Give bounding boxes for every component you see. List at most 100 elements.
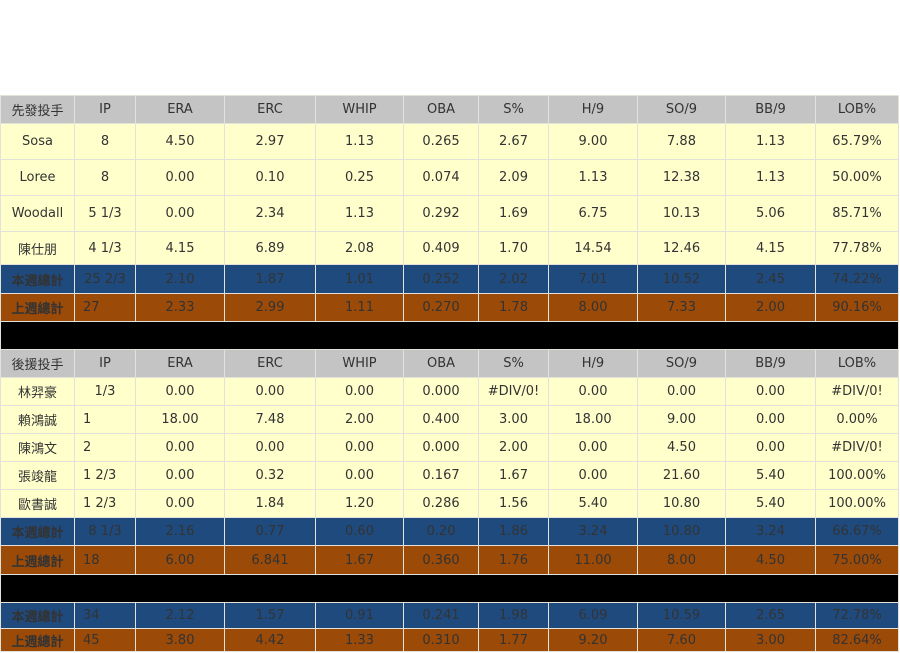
stat-cell-ip: 1 2/3 (74, 461, 136, 490)
stat-cell-oba: 0.286 (403, 489, 479, 518)
row-label: 上週總計 (0, 293, 75, 322)
stat-cell-whip: 1.33 (315, 628, 404, 652)
stat-cell-erc: 4.42 (224, 628, 316, 652)
row-label: 林羿豪 (0, 377, 75, 406)
stat-cell-s: 2.00 (478, 433, 549, 462)
relievers-header-row: 後援投手 IP ERA ERC WHIP OBA S% H/9 SO/9 BB/9 LOB% (0, 349, 899, 378)
stat-cell-era: 0.00 (135, 195, 225, 232)
stat-cell-bb9: 1.13 (725, 159, 816, 196)
stat-cell-lob: 50.00% (815, 159, 899, 196)
stat-cell-ip: 1/3 (74, 377, 136, 406)
stat-cell-h9: 0.00 (548, 433, 638, 462)
stat-cell-so9: 7.60 (637, 628, 726, 652)
stat-cell-ip: 8 1/3 (74, 517, 136, 546)
stat-cell-era: 6.00 (135, 545, 225, 575)
stat-cell-lob: 100.00% (815, 489, 899, 518)
stat-cell-so9: 10.80 (637, 517, 726, 546)
stat-cell-era: 0.00 (135, 377, 225, 406)
stat-cell-erc: 0.00 (224, 377, 316, 406)
stat-cell-ip: 4 1/3 (74, 231, 136, 265)
stat-cell-whip: 0.00 (315, 377, 404, 406)
stat-cell-s: 1.70 (478, 231, 549, 265)
stat-cell-whip: 1.11 (315, 293, 404, 322)
stat-cell-so9: 10.52 (637, 264, 726, 294)
stat-cell-era: 4.15 (135, 231, 225, 265)
stat-cell-era: 4.50 (135, 123, 225, 160)
starter-row: Sosa 8 4.50 2.97 1.13 0.265 2.67 9.00 7.88 1.13 65… (0, 123, 899, 160)
stat-cell-oba: 0.292 (403, 195, 479, 232)
stat-cell-bb9: 4.15 (725, 231, 816, 265)
stat-cell-s: 2.02 (478, 264, 549, 294)
stat-cell-erc: 1.57 (224, 602, 316, 629)
stat-cell-so9: 7.88 (637, 123, 726, 160)
stat-cell-h9: 6.75 (548, 195, 638, 232)
column-header-erc: ERC (224, 349, 316, 378)
stat-cell-h9: 9.00 (548, 123, 638, 160)
column-header-s: S% (478, 349, 549, 378)
stat-cell-so9: 10.80 (637, 489, 726, 518)
separator (0, 321, 899, 350)
starter-row: Loree 8 0.00 0.10 0.25 0.074 2.09 1.13 12.38 1.13… (0, 159, 899, 196)
stat-cell-erc: 1.87 (224, 264, 316, 294)
stat-cell-h9: 11.00 (548, 545, 638, 575)
stat-cell-s: 1.77 (478, 628, 549, 652)
stat-cell-erc: 0.77 (224, 517, 316, 546)
pitching-stats-table: 先發投手 IP ERA ERC WHIP OBA S% H/9 SO/9 BB/9 LOB% Sosa… (0, 95, 899, 652)
reliever-row: 歐書誠 1 2/3 0.00 1.84 1.20 0.286 1.56 5.40 10.80 5.… (0, 489, 899, 518)
row-label: 張竣龍 (0, 461, 75, 490)
stat-cell-s: 1.76 (478, 545, 549, 575)
column-header-bb9: BB/9 (725, 349, 816, 378)
stat-cell-s: 1.67 (478, 461, 549, 490)
stat-cell-lob: 65.79% (815, 123, 899, 160)
stat-cell-h9: 0.00 (548, 377, 638, 406)
row-label: 上週總計 (0, 545, 75, 575)
stat-cell-ip: 45 (74, 628, 136, 652)
column-header-lob: LOB% (815, 95, 899, 124)
column-header-lob: LOB% (815, 349, 899, 378)
stat-cell-whip: 1.20 (315, 489, 404, 518)
stat-cell-erc: 7.48 (224, 405, 316, 434)
stat-cell-lob: #DIV/0! (815, 377, 899, 406)
stat-cell-era: 0.00 (135, 461, 225, 490)
stat-cell-erc: 2.97 (224, 123, 316, 160)
separator-row (0, 321, 899, 350)
stat-cell-oba: 0.409 (403, 231, 479, 265)
stat-cell-ip: 5 1/3 (74, 195, 136, 232)
starter-row: Woodall 5 1/3 0.00 2.34 1.13 0.292 1.69 6.75 10.… (0, 195, 899, 232)
stat-cell-lob: 82.64% (815, 628, 899, 652)
stat-cell-h9: 18.00 (548, 405, 638, 434)
stat-cell-lob: 72.78% (815, 602, 899, 629)
stat-cell-era: 2.16 (135, 517, 225, 546)
stat-cell-lob: #DIV/0! (815, 433, 899, 462)
stat-cell-oba: 0.20 (403, 517, 479, 546)
stat-cell-bb9: 5.06 (725, 195, 816, 232)
stat-cell-so9: 10.13 (637, 195, 726, 232)
stat-cell-s: 3.00 (478, 405, 549, 434)
column-header-h9: H/9 (548, 95, 638, 124)
column-header-whip: WHIP (315, 349, 404, 378)
stat-cell-so9: 12.38 (637, 159, 726, 196)
stat-cell-ip: 1 2/3 (74, 489, 136, 518)
row-label: 本週總計 (0, 517, 75, 546)
stat-cell-whip: 1.67 (315, 545, 404, 575)
starters-this-week-total-row: 本週總計 25 2/3 2.10 1.87 1.01 0.252 2.02 7.01 10.52… (0, 264, 899, 294)
stat-cell-so9: 10.59 (637, 602, 726, 629)
column-header-era: ERA (135, 349, 225, 378)
row-label: 陳鴻文 (0, 433, 75, 462)
stat-cell-oba: 0.241 (403, 602, 479, 629)
reliever-row: 林羿豪 1/3 0.00 0.00 0.00 0.000 #DIV/0! 0.00 0.00 0.… (0, 377, 899, 406)
column-header-erc: ERC (224, 95, 316, 124)
stat-cell-era: 2.10 (135, 264, 225, 294)
stat-cell-h9: 0.00 (548, 461, 638, 490)
row-label: Loree (0, 159, 75, 196)
stat-cell-lob: 85.71% (815, 195, 899, 232)
stat-cell-era: 0.00 (135, 159, 225, 196)
stat-cell-erc: 2.34 (224, 195, 316, 232)
stat-cell-lob: 75.00% (815, 545, 899, 575)
stat-cell-lob: 100.00% (815, 461, 899, 490)
stat-cell-bb9: 2.00 (725, 293, 816, 322)
stat-cell-lob: 90.16% (815, 293, 899, 322)
row-label: 上週總計 (0, 628, 75, 652)
stat-cell-bb9: 3.00 (725, 628, 816, 652)
stat-cell-ip: 2 (74, 433, 136, 462)
